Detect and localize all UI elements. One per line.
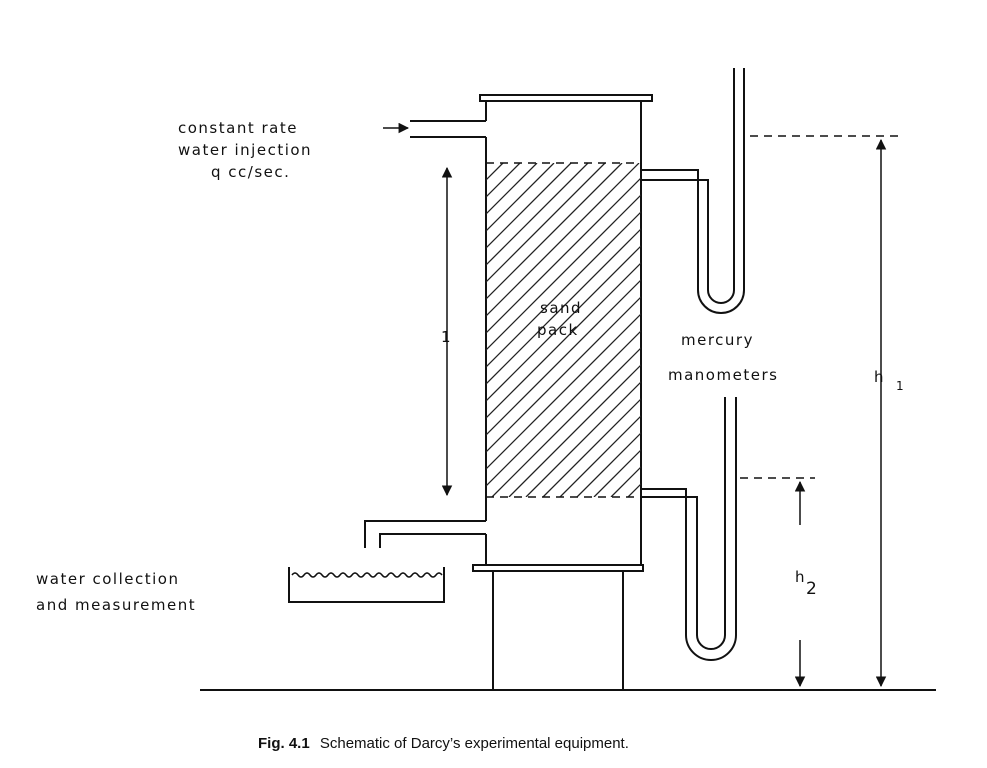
injection-label-1: constant rate	[178, 119, 298, 137]
sand-hatch-line	[486, 177, 641, 334]
h1-subscript: 1	[896, 379, 905, 393]
upper-manometer	[641, 68, 745, 314]
figure-number: Fig. 4.1	[258, 735, 310, 752]
pack-label: pack	[537, 321, 579, 339]
sand-hatch-line	[525, 381, 641, 497]
sand-hatch-line	[486, 296, 641, 453]
sand-hatch-line	[486, 313, 641, 470]
sand-hatch-line	[486, 262, 641, 419]
sand-hatch-line	[486, 330, 641, 487]
lower-manometer	[640, 397, 737, 661]
collection-water-surface	[291, 572, 443, 578]
injection-label-3: q cc/sec.	[211, 163, 290, 181]
h2-label: h	[795, 568, 806, 586]
sand-hatch-line	[486, 163, 487, 164]
sand-hatch-line	[486, 245, 641, 402]
sand-hatch-line	[559, 415, 641, 497]
sand-hatch-line	[610, 466, 641, 497]
sand-hatch-line	[486, 194, 641, 351]
collection-label-1: water collection	[36, 570, 179, 588]
sand-hatch-line	[593, 449, 641, 497]
sand-pack	[486, 163, 979, 497]
sand-hatch-line	[486, 163, 521, 198]
sand-hatch-line	[491, 347, 641, 497]
collection-pan	[288, 567, 445, 603]
top-flange	[479, 94, 653, 102]
sand-hatch-line	[486, 163, 640, 317]
sand-hatch-line	[645, 163, 979, 497]
sand-hatch-line	[486, 163, 504, 181]
sand-hatch-line	[486, 163, 572, 249]
injection-label-2: water injection	[178, 141, 312, 159]
sand-hatch-line	[486, 211, 641, 368]
bottom-flange	[472, 564, 644, 572]
sand-hatch-line	[486, 163, 606, 283]
figure-caption-text: Schematic of Darcy’s experimental equipm…	[320, 735, 629, 752]
h1-label: h	[874, 368, 885, 386]
length-label: 1	[441, 328, 452, 346]
sand-hatch-line	[627, 483, 641, 497]
h2-subscript: 2	[806, 579, 818, 599]
collection-label-2: and measurement	[36, 596, 196, 614]
inlet-pipe	[410, 120, 486, 138]
sand-hatch-line	[486, 163, 589, 266]
sand-hatch-line	[542, 398, 641, 497]
sand-hatch-line	[486, 228, 641, 385]
outlet-pipe	[364, 520, 486, 548]
figure-caption: Fig. 4.1 Schematic of Darcy’s experiment…	[258, 735, 629, 752]
sand-hatch-line	[576, 432, 641, 497]
sand-hatch-line	[486, 163, 623, 300]
sand-label: sand	[540, 299, 582, 317]
mercury-label: mercury	[681, 331, 754, 349]
sand-hatch-line	[508, 364, 641, 497]
sand-hatch-line	[486, 279, 641, 436]
sand-hatch-line	[486, 163, 555, 232]
manometers-label: manometers	[668, 366, 778, 384]
